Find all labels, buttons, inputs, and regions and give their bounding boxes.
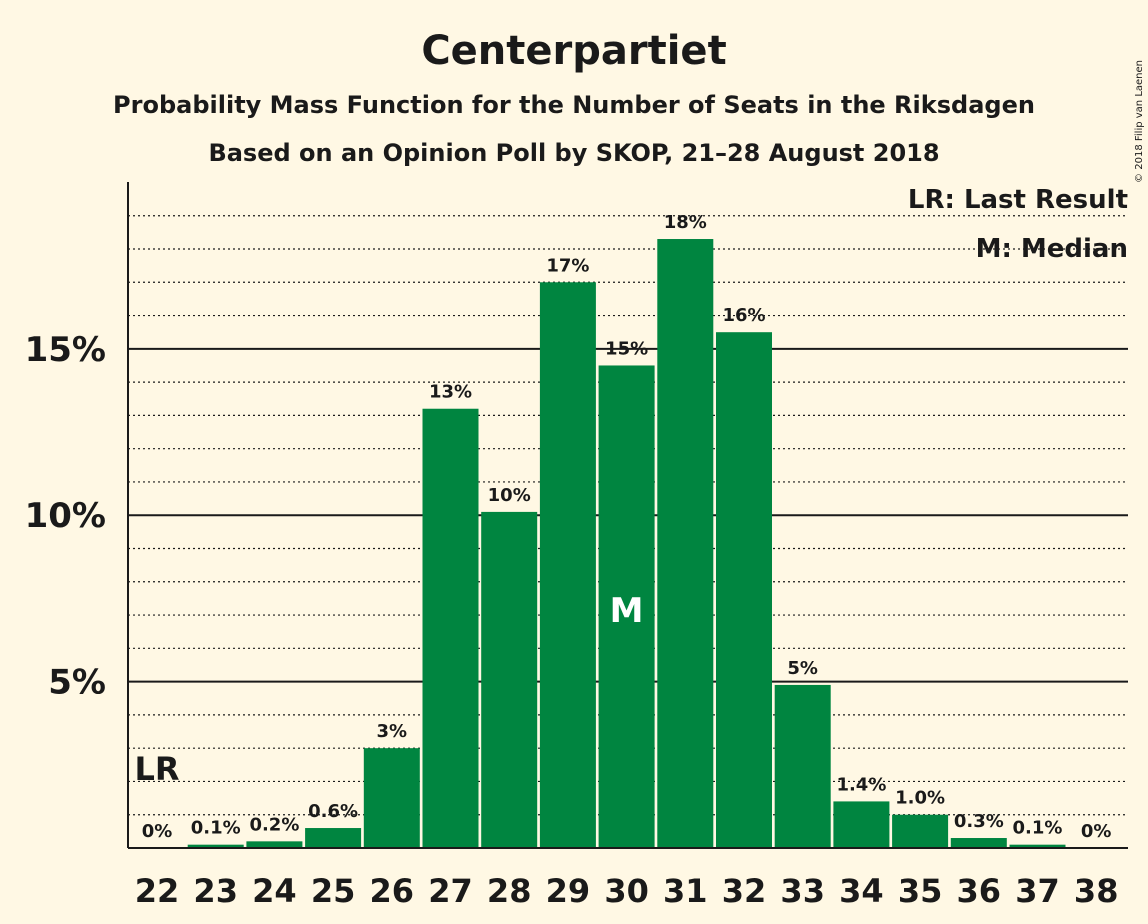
chart-subtitle-line-1: Probability Mass Function for the Number… — [113, 91, 1035, 119]
x-tick-label: 22 — [135, 872, 180, 910]
axes: 5% 10% 15% 22 23 24 25 26 27 28 29 30 31 32 33 34 35 36 37… — [25, 182, 1128, 910]
data-label: 1.0% — [895, 788, 945, 809]
data-label: 5% — [787, 658, 818, 679]
chart-title: Centerpartiet — [421, 28, 726, 74]
x-tick-label: 25 — [311, 872, 356, 910]
bar — [657, 239, 714, 848]
data-label: 3% — [377, 721, 408, 742]
x-tick-label: 26 — [370, 872, 415, 910]
data-label: 16% — [722, 305, 765, 326]
x-tick-label: 29 — [546, 872, 591, 910]
bar — [950, 838, 1007, 848]
bar — [598, 365, 655, 848]
bar — [892, 814, 949, 848]
data-label: 0% — [142, 821, 173, 842]
data-label: 1.4% — [836, 774, 886, 795]
bar — [716, 332, 772, 848]
bar — [774, 684, 831, 848]
legend-median: M: Median — [976, 234, 1128, 264]
data-label: 17% — [546, 255, 589, 276]
chart-subtitle-line-2: Based on an Opinion Poll by SKOP, 21–28 … — [208, 139, 939, 167]
x-tick-label: 30 — [604, 872, 649, 910]
data-labels: 0% LR 0.1% 0.2% 0.6% 3% 13% 10% 17% 15% M 18% 16% 5% 1… — [134, 212, 1111, 842]
last-result-marker: LR — [134, 750, 179, 788]
bar — [422, 408, 479, 848]
data-label: 0% — [1081, 821, 1112, 842]
bar — [833, 801, 890, 848]
bar — [1009, 844, 1066, 848]
x-tick-label: 37 — [1015, 872, 1060, 910]
bar — [539, 282, 596, 848]
x-tick-label: 24 — [252, 872, 297, 910]
x-tick-label: 23 — [193, 872, 238, 910]
data-label: 0.1% — [191, 818, 241, 839]
x-tick-label: 27 — [428, 872, 473, 910]
y-tick-label: 5% — [48, 663, 106, 703]
x-tick-label: 34 — [839, 872, 884, 910]
data-label: 15% — [605, 338, 648, 359]
data-label: 0.2% — [249, 814, 299, 835]
data-label: 13% — [429, 382, 472, 403]
x-tick-label: 28 — [487, 872, 532, 910]
legend-last-result: LR: Last Result — [908, 185, 1128, 215]
bar — [305, 828, 362, 848]
copyright-text: © 2018 Filip van Laenen — [1134, 60, 1145, 183]
x-tick-label: 36 — [957, 872, 1002, 910]
data-label: 0.6% — [308, 801, 358, 822]
bar — [187, 844, 244, 848]
y-tick-label: 10% — [25, 496, 106, 536]
x-tick-label: 35 — [898, 872, 943, 910]
x-tick-label: 32 — [722, 872, 767, 910]
x-tick-label: 33 — [780, 872, 825, 910]
data-label: 18% — [664, 212, 707, 233]
median-marker: M — [610, 591, 644, 631]
data-label: 0.3% — [954, 811, 1004, 832]
bar — [363, 748, 420, 848]
data-label: 10% — [488, 485, 531, 506]
data-label: 0.1% — [1013, 818, 1063, 839]
x-tick-label: 38 — [1074, 872, 1119, 910]
x-tick-label: 31 — [663, 872, 708, 910]
bars — [187, 239, 1066, 848]
y-tick-label: 15% — [25, 330, 106, 370]
bar — [246, 841, 303, 848]
bar — [481, 511, 538, 848]
